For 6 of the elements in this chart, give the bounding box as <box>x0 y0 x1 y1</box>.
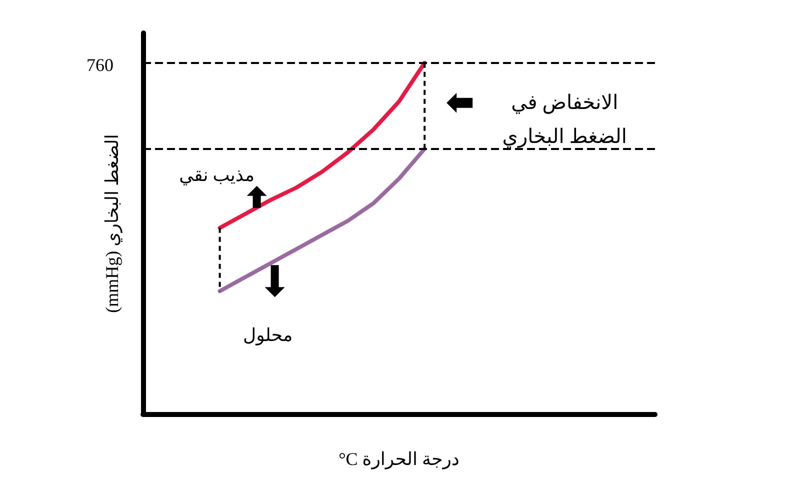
y-axis-title: الضغط البخاري (mmHg) <box>102 134 123 313</box>
series-label: مذيب نقي <box>179 164 255 186</box>
text: 760 <box>86 54 114 75</box>
annotation: الانخفاض في الضغط البخاري <box>502 92 627 148</box>
x-axis-title: درجة الحرارة C° <box>338 449 460 470</box>
text: محلول <box>242 325 293 346</box>
